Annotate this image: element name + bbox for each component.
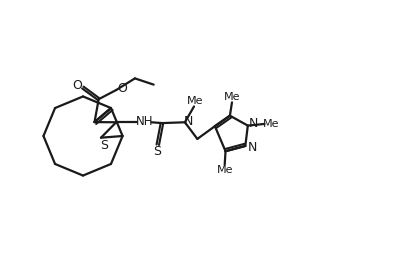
Text: N: N xyxy=(249,118,258,131)
Text: S: S xyxy=(153,145,161,158)
Text: Me: Me xyxy=(216,165,233,175)
Text: O: O xyxy=(73,79,82,92)
Text: Me: Me xyxy=(262,119,279,129)
Text: NH: NH xyxy=(136,115,153,128)
Text: Me: Me xyxy=(224,91,240,101)
Text: Me: Me xyxy=(187,97,204,106)
Text: N: N xyxy=(184,115,193,128)
Text: O: O xyxy=(117,82,127,95)
Text: S: S xyxy=(100,139,108,152)
Text: N: N xyxy=(247,141,257,154)
